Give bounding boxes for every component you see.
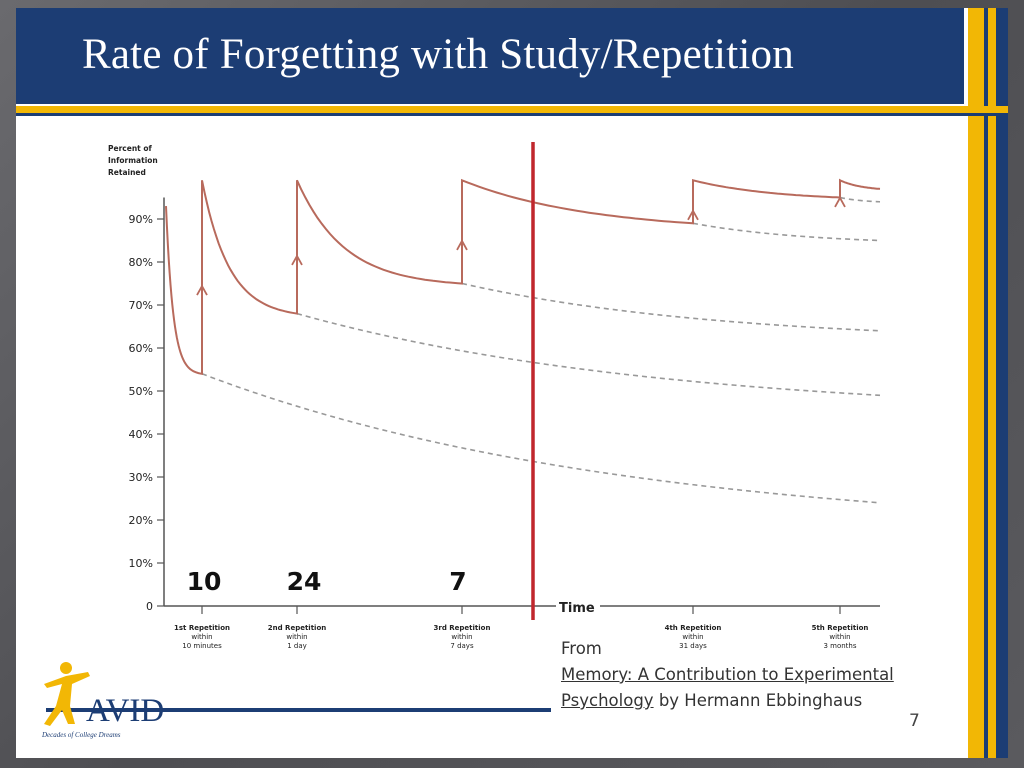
decay-dashed-lines [201,196,881,504]
annotation-number: 24 [287,567,322,596]
y-tick-label: 40% [129,428,153,441]
source-citation: From Memory: A Contribution to Experimen… [561,636,951,714]
avid-logo-text: AVID [86,693,164,729]
repetition-arrowhead [834,196,846,208]
y-axis: 0 10% 20% 30% 40% 50% 60% 70% 80% 90% [129,197,165,613]
x-axis: Time [164,601,880,616]
y-axis-label: Percent of Information Retained [108,144,158,177]
retention-curve-line [165,178,881,376]
decay-dashed-line [692,222,881,242]
decay-dashed-line [839,196,881,203]
avid-figure-icon [44,662,90,726]
repetition-label-interval: 1 day [287,642,307,650]
page-number: 7 [909,711,920,731]
slide: Rate of Forgetting with Study/Repetition… [16,8,1008,758]
repetition-arrowhead [456,239,468,251]
y-axis-label-line: Retained [108,168,146,177]
repetition-label: 3rd Repetition [434,624,491,632]
side-stripe-navy [984,8,988,758]
y-tick-label: 80% [129,256,153,269]
annotation-number: 10 [187,567,222,596]
side-stripe-gold-1 [968,8,984,758]
repetition-label-interval: 31 days [679,642,707,650]
decay-dashed-line [201,373,881,504]
source-from: From [561,639,602,658]
repetition-label-within: within [191,633,212,641]
repetition-label-within: within [829,633,850,641]
logo-rule [46,708,551,712]
gold-rule [16,106,1008,113]
title-bar: Rate of Forgetting with Study/Repetition [16,8,964,104]
x-axis-title: Time [559,601,595,616]
y-tick-label: 70% [129,299,153,312]
forgetting-curve-chart: Percent of Information Retained 0 10% 20% 30%… [108,142,881,650]
repetition-label-interval: 10 minutes [182,642,222,650]
y-tick-label: 10% [129,557,153,570]
avid-logo: AVID Decades of College Dreams [41,662,164,739]
decay-dashed-line [461,282,881,332]
navy-rule [16,113,1008,116]
repetition-arrowhead [196,284,208,296]
source-author: by Hermann Ebbinghaus [658,691,863,710]
repetition-label-within: within [286,633,307,641]
repetition-arrowhead [291,254,303,266]
decay-dashed-line [296,312,881,397]
repetition-label-within: within [451,633,472,641]
annotations: 10 24 7 [187,567,467,596]
source-book-link-1[interactable]: Memory: A Contribution to Experimental [561,665,894,684]
y-tick-label: 20% [129,514,153,527]
repetition-label-interval: 3 months [823,642,856,650]
y-tick-label: 50% [129,385,153,398]
y-tick-label: 60% [129,342,153,355]
y-tick-label: 30% [129,471,153,484]
annotation-number: 7 [449,567,466,596]
side-stripe-navy-2 [996,8,1008,758]
source-book-link-2[interactable]: Psychology [561,691,654,710]
repetition-arrows [196,196,846,296]
repetition-label-within: within [682,633,703,641]
slide-title: Rate of Forgetting with Study/Repetition [82,31,794,78]
y-tick-label: 90% [129,213,153,226]
y-axis-label-line: Information [108,156,158,165]
repetition-label: 5th Repetition [812,624,869,632]
y-tick-label: 0 [146,600,153,613]
repetition-label-interval: 7 days [450,642,474,650]
repetition-label: 2nd Repetition [268,624,326,632]
repetition-label: 1st Repetition [174,624,230,632]
y-axis-label-line: Percent of [108,144,153,153]
repetition-label: 4th Repetition [665,624,722,632]
side-stripe-gold-2 [988,8,996,758]
repetition-arrowhead [687,208,699,221]
retention-curve [165,178,881,376]
avid-tagline: Decades of College Dreams [41,731,121,739]
